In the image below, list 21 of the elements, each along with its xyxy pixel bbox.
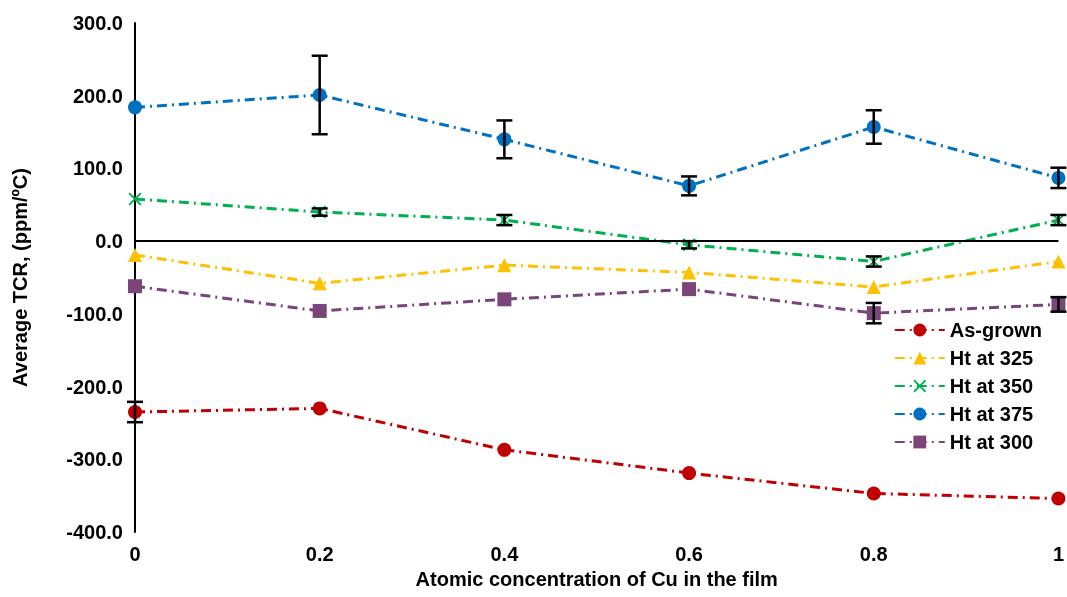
- y-tick-label: 100.0: [72, 157, 123, 180]
- x-tick-label: 0.6: [675, 543, 703, 565]
- x-tick-label: 0.2: [305, 543, 334, 565]
- y-tick-label: -200.0: [66, 375, 123, 398]
- y-tick-label: 200.0: [72, 84, 123, 107]
- x-tick-label: 1: [1052, 543, 1064, 565]
- y-tick-label: 0.0: [95, 230, 123, 253]
- y-tick-label: -400.0: [66, 521, 123, 543]
- y-tick-label: -300.0: [66, 448, 123, 471]
- y-axis-title: Average TCR, (ppm/ºC): [9, 168, 31, 387]
- legend-label: Ht at 325: [949, 347, 1034, 369]
- x-tick-label: 0.4: [490, 543, 520, 565]
- y-tick-label: 300.0: [72, 12, 123, 34]
- x-axis-title: Atomic concentration of Cu in the film: [415, 567, 778, 590]
- legend-label: As-grown: [949, 319, 1042, 341]
- y-tick-label: -100.0: [66, 302, 123, 325]
- legend-label: Ht at 350: [949, 375, 1034, 397]
- legend-label: Ht at 375: [949, 403, 1034, 425]
- x-tick-label: 0.8: [859, 543, 888, 565]
- legend-label: Ht at 300: [949, 431, 1034, 453]
- x-tick-label: 0: [129, 543, 141, 565]
